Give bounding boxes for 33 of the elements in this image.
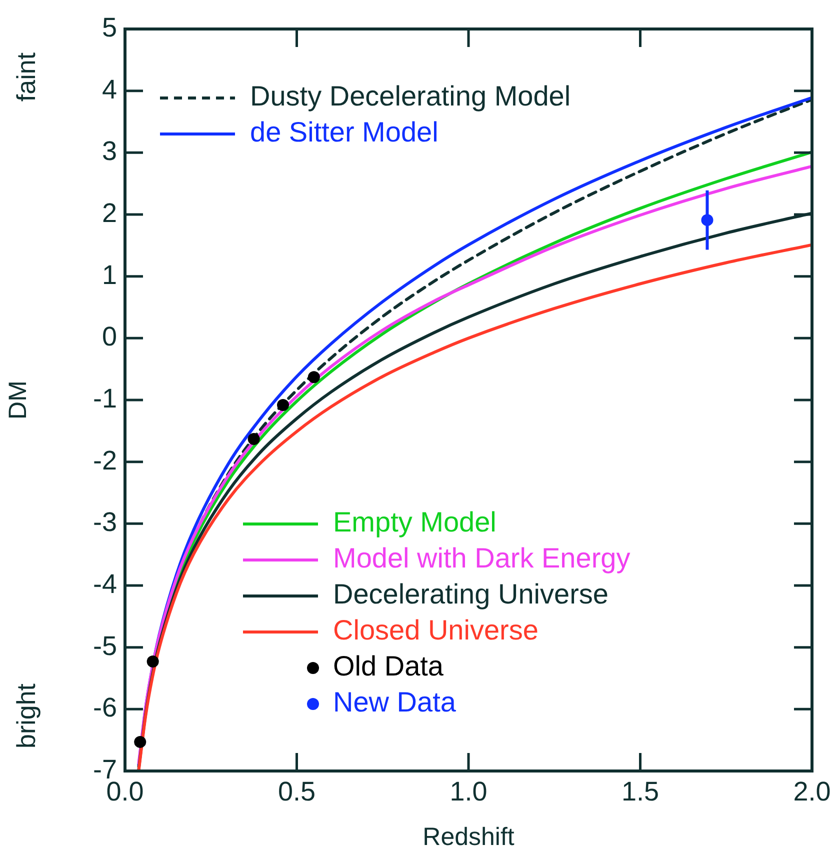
point [134, 736, 146, 748]
y-tick-label: -3 [92, 507, 117, 538]
y-tick-label: -4 [92, 568, 117, 599]
x-tick-label: 0.5 [278, 776, 316, 807]
legend-label: Decelerating Universe [333, 578, 608, 610]
x-axis-title: Redshift [422, 822, 514, 851]
y-tick-label: 5 [102, 12, 117, 42]
y-tick-label: -6 [92, 692, 117, 723]
y-axis-title: DM [4, 380, 32, 420]
text: bright [11, 682, 42, 749]
text: faint [11, 52, 42, 102]
x-tick-label: 2.0 [793, 776, 831, 807]
legend-label: Empty Model [333, 506, 496, 538]
y-tick-label: 3 [102, 136, 117, 166]
y-tick-label: 2 [102, 198, 117, 228]
point [277, 398, 290, 411]
x-tick-label: 1.5 [621, 776, 660, 807]
y-tick-label: -5 [92, 630, 117, 661]
point [308, 371, 320, 384]
legend-label: Dusty Decelerating Model [250, 80, 571, 112]
x-tick-label: 1.0 [450, 776, 488, 807]
y-tick-label: 4 [102, 74, 117, 104]
point [146, 656, 159, 668]
y-tick-label: -1 [92, 383, 117, 414]
y-tick-label: 1 [102, 260, 117, 290]
point [248, 432, 260, 445]
legend-label: Old Data [333, 650, 444, 682]
legend-label: Model with Dark Energy [333, 542, 630, 574]
y-tick-label: -2 [92, 445, 117, 476]
legend-label: New Data [333, 686, 456, 718]
y-tick-label: 0 [102, 322, 117, 352]
legend-label: de Sitter Model [250, 116, 438, 148]
legend-label: Closed Universe [333, 614, 538, 646]
